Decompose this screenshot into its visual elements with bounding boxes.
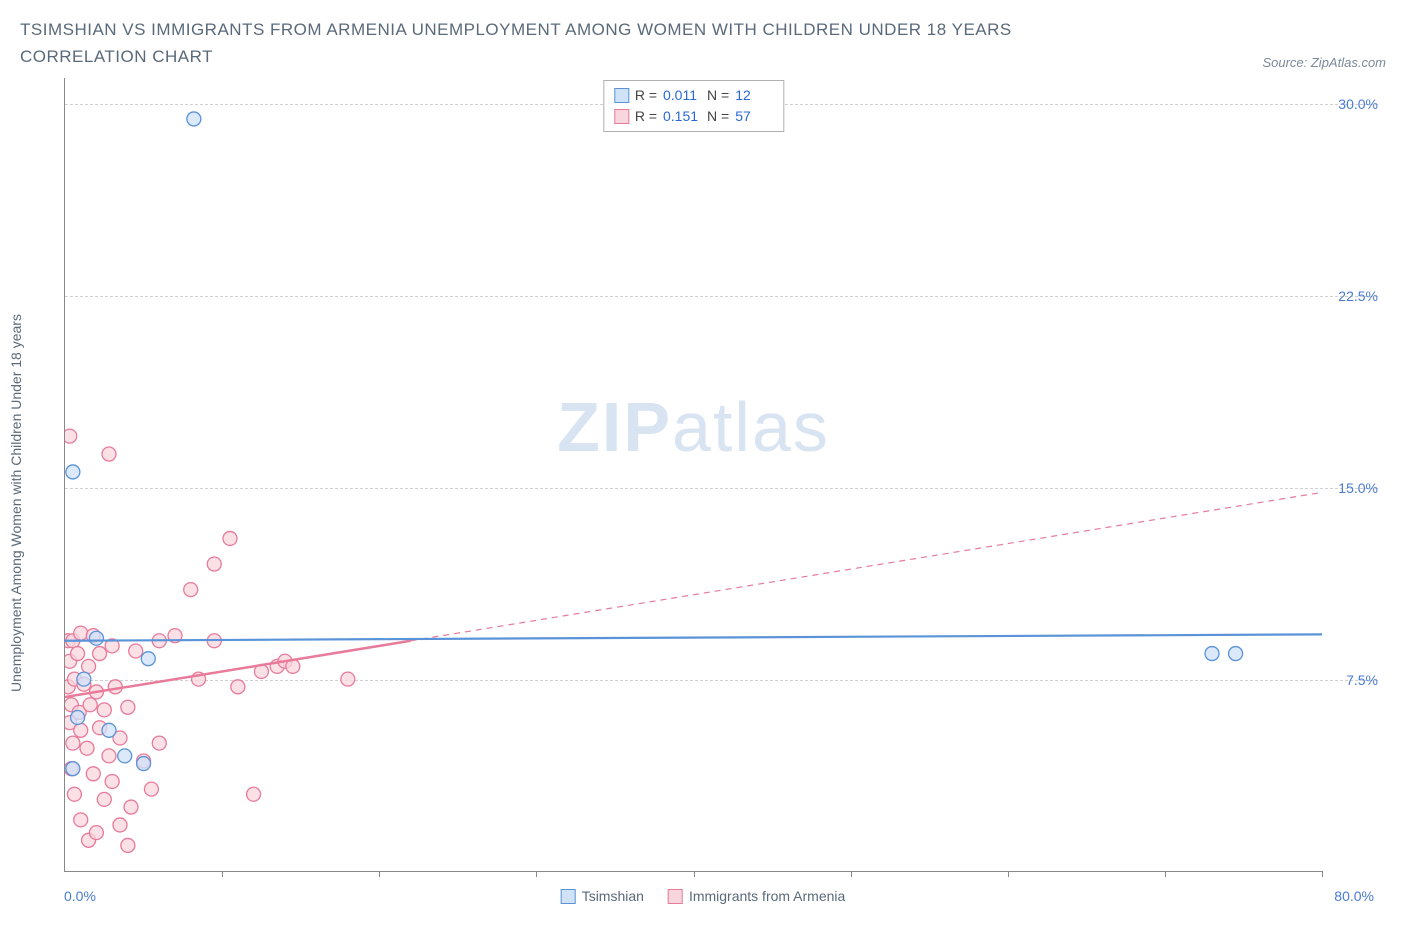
data-point-tsimshian	[89, 632, 103, 646]
r-value-armenia: 0.151	[663, 106, 701, 127]
data-point-tsimshian	[102, 724, 116, 738]
swatch-armenia	[614, 109, 629, 124]
data-point-armenia	[113, 818, 127, 832]
y-axis-label: Unemployment Among Women with Children U…	[8, 314, 24, 692]
data-point-armenia	[89, 826, 103, 840]
data-point-armenia	[121, 701, 135, 715]
chart-container: Unemployment Among Women with Children U…	[20, 78, 1386, 928]
stats-row-tsimshian: R = 0.011 N = 12	[614, 85, 773, 106]
x-min-label: 0.0%	[64, 888, 96, 904]
x-tick	[851, 871, 852, 877]
r-label: R =	[635, 106, 657, 127]
chart-title: TSIMSHIAN VS IMMIGRANTS FROM ARMENIA UNE…	[20, 16, 1120, 70]
data-point-tsimshian	[71, 711, 85, 725]
data-point-armenia	[121, 839, 135, 853]
data-point-armenia	[124, 800, 138, 814]
data-point-armenia	[97, 793, 111, 807]
data-point-tsimshian	[137, 757, 151, 771]
data-point-armenia	[129, 644, 143, 658]
swatch-armenia	[668, 889, 683, 904]
data-point-armenia	[74, 813, 88, 827]
data-point-armenia	[74, 626, 88, 640]
stats-row-armenia: R = 0.151 N = 57	[614, 106, 773, 127]
source-label: Source: ZipAtlas.com	[1262, 55, 1386, 70]
plot-svg	[65, 78, 1322, 871]
data-point-tsimshian	[1229, 647, 1243, 661]
data-point-armenia	[207, 557, 221, 571]
y-tick-label: 22.5%	[1328, 288, 1378, 304]
x-max-label: 80.0%	[1334, 888, 1374, 904]
x-tick	[1165, 871, 1166, 877]
y-tick-label: 7.5%	[1328, 672, 1378, 688]
x-tick	[1008, 871, 1009, 877]
x-tick	[222, 871, 223, 877]
r-label: R =	[635, 85, 657, 106]
legend-item-armenia: Immigrants from Armenia	[668, 888, 845, 904]
data-point-armenia	[74, 724, 88, 738]
data-point-armenia	[341, 673, 355, 687]
data-point-armenia	[83, 698, 97, 712]
x-tick	[379, 871, 380, 877]
x-tick	[694, 871, 695, 877]
data-point-armenia	[65, 430, 77, 444]
data-point-armenia	[184, 583, 198, 597]
data-point-armenia	[247, 788, 261, 802]
trend-dashed-armenia	[411, 493, 1322, 641]
data-point-tsimshian	[187, 112, 201, 126]
data-point-armenia	[231, 680, 245, 694]
data-point-tsimshian	[141, 652, 155, 666]
data-point-armenia	[67, 788, 81, 802]
data-point-armenia	[71, 647, 85, 661]
n-label: N =	[707, 85, 729, 106]
legend-label-armenia: Immigrants from Armenia	[689, 888, 845, 904]
series-legend: Tsimshian Immigrants from Armenia	[561, 888, 846, 904]
n-label: N =	[707, 106, 729, 127]
trend-solid-tsimshian	[65, 635, 1322, 641]
data-point-armenia	[86, 767, 100, 781]
data-point-armenia	[152, 736, 166, 750]
n-value-tsimshian: 12	[735, 85, 773, 106]
r-value-tsimshian: 0.011	[663, 85, 701, 106]
data-point-tsimshian	[66, 465, 80, 479]
header-row: TSIMSHIAN VS IMMIGRANTS FROM ARMENIA UNE…	[20, 16, 1386, 70]
data-point-armenia	[97, 703, 111, 717]
x-tick	[536, 871, 537, 877]
data-point-tsimshian	[77, 673, 91, 687]
y-tick-label: 30.0%	[1328, 96, 1378, 112]
data-point-tsimshian	[1205, 647, 1219, 661]
legend-label-tsimshian: Tsimshian	[582, 888, 644, 904]
plot-area: ZIPatlas R = 0.011 N = 12 R = 0.151 N = …	[64, 78, 1322, 872]
y-tick-label: 15.0%	[1328, 480, 1378, 496]
data-point-armenia	[102, 447, 116, 461]
data-point-armenia	[223, 532, 237, 546]
data-point-tsimshian	[66, 762, 80, 776]
legend-item-tsimshian: Tsimshian	[561, 888, 644, 904]
stats-legend: R = 0.011 N = 12 R = 0.151 N = 57	[603, 80, 784, 132]
swatch-tsimshian	[614, 88, 629, 103]
swatch-tsimshian	[561, 889, 576, 904]
x-tick	[1322, 871, 1323, 877]
data-point-armenia	[144, 783, 158, 797]
data-point-armenia	[105, 775, 119, 789]
data-point-armenia	[93, 647, 107, 661]
n-value-armenia: 57	[735, 106, 773, 127]
data-point-armenia	[80, 742, 94, 756]
data-point-armenia	[82, 660, 96, 674]
data-point-armenia	[102, 749, 116, 763]
data-point-tsimshian	[118, 749, 132, 763]
data-point-armenia	[66, 736, 80, 750]
